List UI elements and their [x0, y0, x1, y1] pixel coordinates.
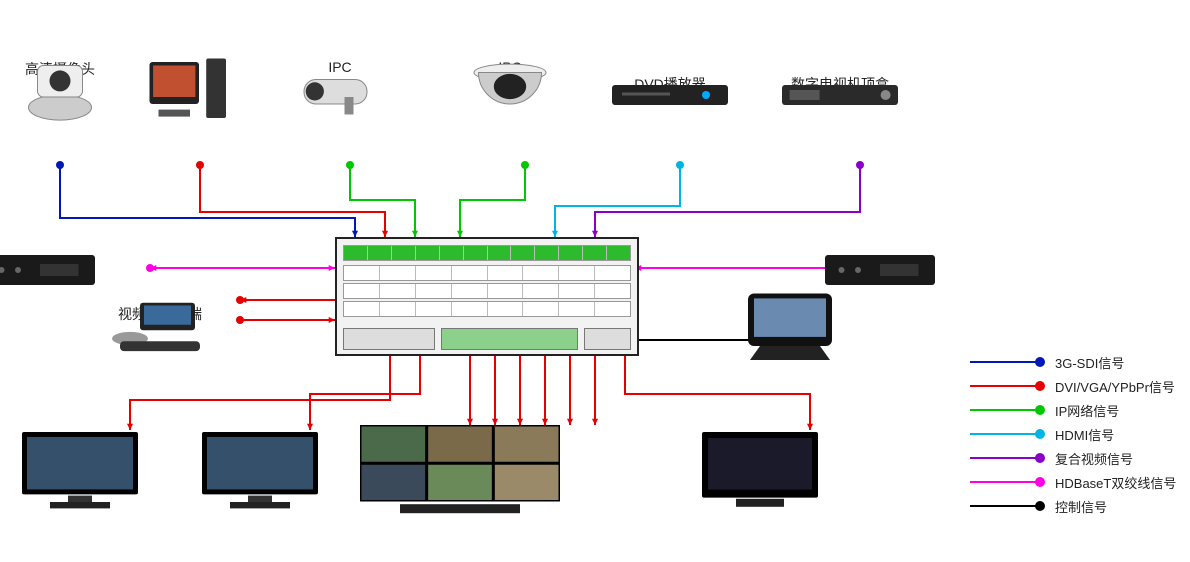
device-ipc2: IPC: [465, 55, 555, 75]
legend-line: [970, 385, 1040, 387]
device-hdb_l: HDBaset: [0, 255, 95, 275]
legend-line: [970, 361, 1040, 363]
legend-line: [970, 433, 1040, 435]
legend-row: 控制信号: [970, 494, 1176, 518]
matrix-switcher: [335, 237, 639, 356]
legend-row: 复合视频信号: [970, 446, 1176, 470]
device-vc: 视频会议终端: [110, 300, 210, 324]
legend-row: DVI/VGA/YPbPr信号: [970, 374, 1176, 398]
legend-row: 3G-SDI信号: [970, 350, 1176, 374]
legend-label: 3G-SDI信号: [1055, 353, 1124, 372]
legend-line: [970, 457, 1040, 459]
device-plasma: 等离子电视: [20, 430, 140, 454]
device-dvd: DVD播放器: [610, 70, 730, 94]
legend-row: IP网络信号: [970, 398, 1176, 422]
device-ipc1: IPC: [295, 55, 385, 75]
legend-row: HDMI信号: [970, 422, 1176, 446]
legend-label: 复合视频信号: [1055, 449, 1133, 468]
device-hdb_r: HDBaset: [825, 255, 935, 275]
device-camera: 高清摄像头: [15, 55, 105, 79]
legend-line: [970, 481, 1040, 483]
device-monitor: 监视器: [700, 430, 820, 454]
device-lcd: 液晶电视: [200, 430, 320, 454]
legend-line: [970, 505, 1040, 507]
legend-label: DVI/VGA/YPbPr信号: [1055, 377, 1175, 396]
device-pc: PC: [145, 55, 235, 75]
device-wall: PDP/LCD拼接电视墙: [360, 425, 560, 449]
device-touch: 中控触摸屏: [740, 290, 840, 314]
legend-label: HDMI信号: [1055, 425, 1114, 444]
legend-label: HDBaseT双绞线信号: [1055, 473, 1176, 492]
legend: 3G-SDI信号 DVI/VGA/YPbPr信号 IP网络信号 HDMI信号 复…: [970, 350, 1176, 518]
legend-row: HDBaseT双绞线信号: [970, 470, 1176, 494]
legend-label: 控制信号: [1055, 497, 1107, 516]
device-stb: 数字电视机顶盒: [780, 70, 900, 94]
legend-line: [970, 409, 1040, 411]
legend-label: IP网络信号: [1055, 401, 1119, 420]
